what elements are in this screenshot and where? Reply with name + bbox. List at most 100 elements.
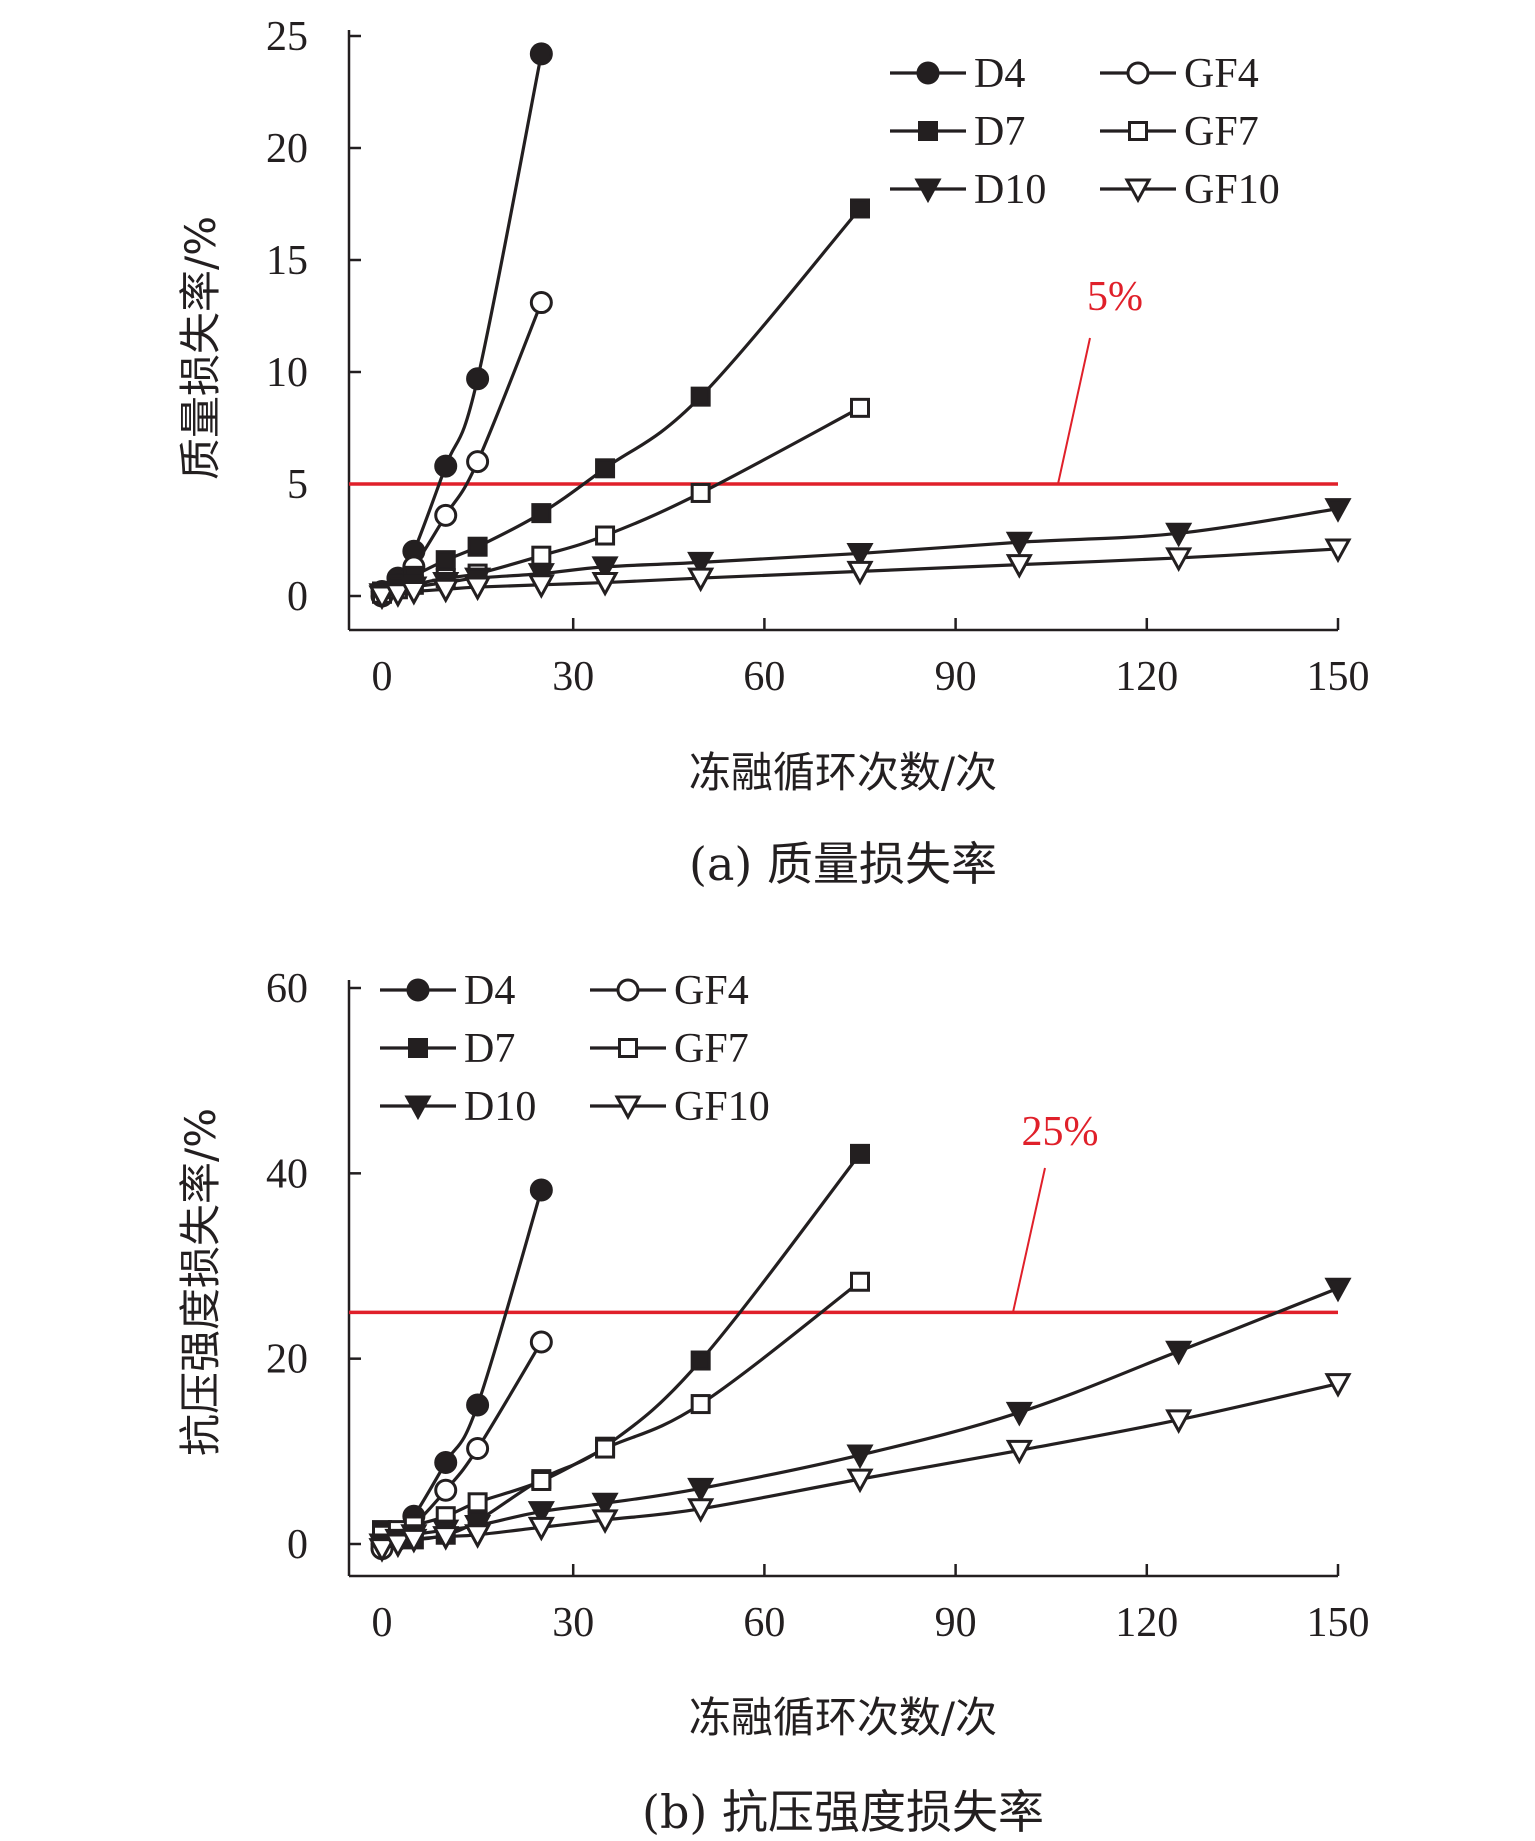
legend-item-gf4: GF4 [1100, 51, 1259, 97]
legend-label: D4 [464, 968, 515, 1014]
data-point [850, 1271, 870, 1292]
data-point [527, 1516, 555, 1542]
data-point [466, 1437, 490, 1461]
legend-item-d7: D7 [380, 1026, 515, 1072]
data-point [1165, 1340, 1193, 1366]
y-tick-label: 0 [287, 1522, 308, 1568]
y-axis-title: 抗压强度损失率/% [176, 1108, 225, 1456]
series-gf4 [370, 291, 553, 608]
data-point [1324, 1277, 1352, 1303]
x-tick-label: 150 [1307, 1600, 1370, 1646]
legend-marker [406, 978, 430, 1002]
legend-marker [614, 1095, 642, 1121]
x-tick-label: 90 [935, 654, 977, 700]
legend-label: GF7 [674, 1026, 749, 1072]
data-point [464, 576, 492, 602]
legend-label: D7 [464, 1026, 515, 1072]
data-point [467, 536, 488, 557]
data-point [1324, 1373, 1352, 1398]
data-point [690, 386, 711, 407]
x-tick-label: 60 [743, 1600, 785, 1646]
data-point [1005, 1439, 1033, 1465]
legend-label: D10 [464, 1084, 536, 1130]
legend-marker [408, 1038, 428, 1058]
data-point [466, 1393, 490, 1417]
data-point [531, 503, 552, 524]
data-point [1324, 538, 1352, 564]
data-point [687, 551, 715, 577]
data-point [432, 578, 460, 604]
legend-marker [914, 178, 942, 204]
y-tick-label: 5 [287, 462, 308, 508]
legend-marker [1124, 178, 1152, 204]
y-tick-label: 15 [266, 238, 308, 284]
data-point [527, 574, 555, 599]
y-axis-title: 质量损失率/% [176, 216, 225, 480]
legend-item-d4: D4 [380, 968, 515, 1014]
data-point [531, 545, 552, 566]
data-point [529, 42, 553, 66]
data-point [384, 583, 412, 608]
data-point [1324, 498, 1352, 523]
legend-marker [618, 1038, 638, 1058]
series-line [380, 53, 543, 593]
chart-mass-loss: 0 30 60 90 120 150 0 5 10 15 20 25 5% D4 GF4 D7 GF7 D10… [176, 14, 1370, 891]
data-point [846, 560, 874, 586]
data-point [591, 1492, 619, 1518]
data-point [690, 482, 711, 503]
data-point [434, 454, 458, 478]
data-point [434, 1450, 458, 1474]
data-point [595, 525, 616, 546]
data-point [368, 585, 396, 611]
y-tick-label: 20 [266, 1337, 308, 1383]
data-point [527, 1501, 555, 1526]
data-point [434, 503, 458, 527]
legend-marker [404, 1095, 432, 1121]
series-d7 [372, 198, 870, 602]
data-point [591, 556, 619, 581]
data-point [529, 1178, 553, 1202]
data-point [1005, 531, 1033, 557]
threshold-label: 5% [1087, 274, 1143, 320]
data-point [850, 397, 870, 418]
legend-item-gf7: GF7 [1100, 109, 1259, 155]
threshold-leader [1012, 1167, 1046, 1313]
data-point [400, 1528, 428, 1554]
x-tick-label: 30 [552, 654, 594, 700]
data-point [464, 1524, 492, 1549]
data-point [846, 1468, 874, 1494]
series-gf10 [368, 1373, 1352, 1563]
y-tick-label: 0 [287, 574, 308, 620]
legend-item-d10: D10 [890, 167, 1046, 213]
data-point [595, 458, 616, 479]
legend-marker [916, 61, 940, 85]
data-point [846, 542, 874, 568]
data-point [432, 1526, 460, 1551]
data-point [1165, 1409, 1193, 1434]
data-point [400, 581, 428, 606]
data-point [531, 1470, 552, 1491]
x-tick-label: 120 [1115, 654, 1178, 700]
data-point [1005, 1401, 1033, 1427]
threshold-label: 25% [1022, 1109, 1099, 1155]
legend-label: D10 [974, 167, 1046, 213]
x-tick-label: 150 [1307, 654, 1370, 700]
x-tick-label: 0 [372, 1600, 393, 1646]
legend-item-gf10: GF10 [590, 1084, 770, 1130]
data-point [687, 567, 715, 593]
legend-item-gf4: GF4 [590, 968, 749, 1014]
data-point [690, 1350, 711, 1371]
y-tick-label: 20 [266, 126, 308, 172]
legend-marker [918, 121, 938, 141]
legend-marker [1128, 121, 1148, 141]
x-tick-label: 0 [372, 654, 393, 700]
data-point [690, 1394, 711, 1415]
legend-item-d7: D7 [890, 109, 1025, 155]
data-point [434, 1478, 458, 1502]
legend-label: D7 [974, 109, 1025, 155]
legend-label: GF4 [674, 968, 749, 1014]
x-axis-title: 冻融循环次数/次 [689, 1693, 997, 1742]
data-point [1165, 522, 1193, 548]
legend-item-d4: D4 [890, 51, 1025, 97]
